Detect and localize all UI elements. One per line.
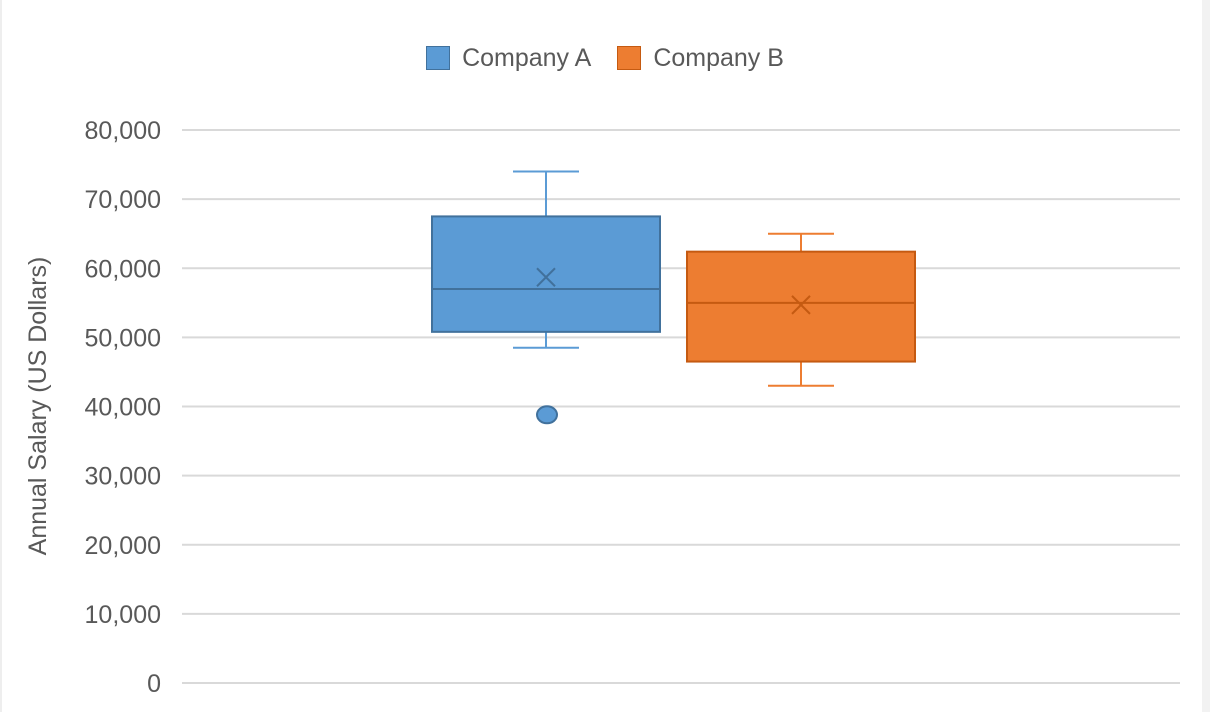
- gridlines: [182, 129, 1180, 684]
- y-tick-label: 40,000: [85, 394, 161, 422]
- legend-label-company-b: Company B: [653, 44, 784, 72]
- y-tick-label: 30,000: [85, 463, 161, 491]
- mean-marker: [536, 267, 556, 287]
- y-axis-tick-labels: 0 10,000 20,000 30,000 40,000 50,000 60,000 70,…: [85, 117, 161, 698]
- box-iqr: [686, 250, 916, 363]
- y-tick-label: 60,000: [85, 255, 161, 283]
- y-tick-label: 50,000: [85, 324, 161, 352]
- chart-right-border: [1202, 0, 1210, 712]
- legend-swatch-company-a: [426, 46, 451, 70]
- box-company-b: [686, 232, 916, 387]
- legend-label-company-a: Company A: [462, 44, 592, 72]
- y-tick-label: 70,000: [85, 186, 161, 214]
- box-company-a: [431, 170, 661, 425]
- box-series: [431, 170, 916, 425]
- legend-swatch-company-b: [617, 46, 642, 70]
- legend-item-company-a[interactable]: Company A: [426, 44, 591, 72]
- y-tick-label: 0: [147, 670, 161, 698]
- outlier-point: [536, 405, 558, 425]
- y-tick-label: 10,000: [85, 601, 161, 629]
- legend: Company A Company B: [0, 44, 1210, 72]
- y-axis-title: Annual Salary (US Dollars): [24, 257, 52, 556]
- chart-left-border: [0, 0, 2, 712]
- y-tick-label: 80,000: [85, 117, 161, 145]
- box-iqr: [431, 215, 661, 333]
- legend-item-company-b[interactable]: Company B: [617, 44, 784, 72]
- y-tick-label: 20,000: [85, 532, 161, 560]
- mean-marker: [791, 295, 811, 315]
